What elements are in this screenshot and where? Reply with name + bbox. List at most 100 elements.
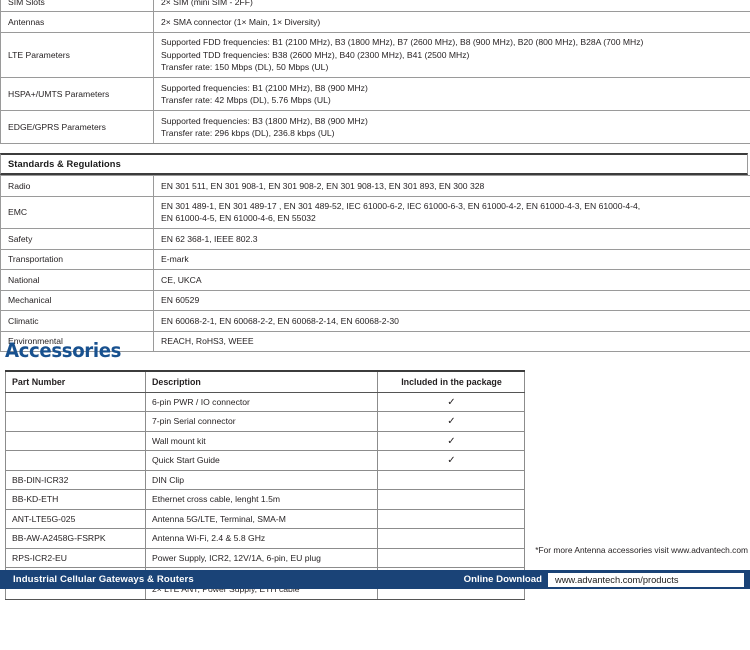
cell-included: ✓ bbox=[377, 391, 525, 413]
spec-value: 2× SIM (mini SIM - 2FF) bbox=[153, 0, 750, 13]
cell-part-number: ANT-LTE5G-025 bbox=[5, 508, 146, 530]
spec-value: E-mark bbox=[153, 248, 750, 271]
table-row: Antennas 2× SMA connector (1× Main, 1× D… bbox=[0, 11, 750, 33]
table-row: BB-AW-A2458G-FSRPK Antenna Wi-Fi, 2.4 & … bbox=[5, 528, 525, 549]
spec-value-line: Supported TDD frequencies: B38 (2600 MHz… bbox=[161, 49, 470, 60]
cell-description: Wall mount kit bbox=[145, 430, 378, 452]
cell-description: DIN Clip bbox=[145, 469, 378, 491]
cell-description-line: 7-pin Serial connector bbox=[152, 416, 236, 427]
accessories-footnote: *For more Antenna accessories visit www.… bbox=[535, 545, 748, 555]
spec-key: HSPA+/UMTS Parameters bbox=[0, 77, 154, 112]
spec-key: EDGE/GPRS Parameters bbox=[0, 110, 154, 145]
cell-part-number: RPS-ICR2-EU bbox=[5, 547, 146, 568]
accessories-table: Part Number Description Included in the … bbox=[5, 369, 525, 600]
page-title-accessories: Accessories bbox=[5, 339, 122, 362]
specifications-table-wrapper: SIM Slots 2× SIM (mini SIM - 2FF) Antenn… bbox=[0, 0, 750, 353]
spec-value-line: REACH, RoHS3, WEEE bbox=[161, 336, 254, 347]
table-row: Climatic EN 60068-2-1, EN 60068-2-2, EN … bbox=[0, 310, 750, 332]
table-row: SIM Slots 2× SIM (mini SIM - 2FF) bbox=[0, 0, 750, 13]
cell-part-number: BB-KD-ETH bbox=[5, 489, 146, 510]
table-row: Mechanical EN 60529 bbox=[0, 289, 750, 312]
cell-part-number bbox=[5, 450, 146, 471]
cell-included: ✓ bbox=[377, 450, 525, 471]
spec-value-line: Transfer rate: 42 Mbps (DL), 5.76 Mbps (… bbox=[161, 95, 331, 106]
spec-key: Environmental bbox=[0, 330, 154, 353]
specifications-table: SIM Slots 2× SIM (mini SIM - 2FF) Antenn… bbox=[0, 0, 750, 145]
table-row: EMC EN 301 489-1, EN 301 489-17 , EN 301… bbox=[0, 195, 750, 230]
spec-key: SIM Slots bbox=[0, 0, 154, 13]
spec-value-line: EN 301 511, EN 301 908-1, EN 301 908-2, … bbox=[161, 180, 485, 191]
check-icon: ✓ bbox=[447, 396, 456, 408]
spec-value-line: EN 60529 bbox=[161, 295, 200, 306]
accessories-table-wrapper: Part Number Description Included in the … bbox=[5, 369, 525, 600]
table-row: Transportation E-mark bbox=[0, 248, 750, 271]
table-separator-gap bbox=[0, 144, 750, 153]
cell-description-line: Antenna 5G/LTE, Terminal, SMA-M bbox=[152, 513, 286, 524]
cell-part-number bbox=[5, 430, 146, 452]
cell-description: Power Supply, ICR2, 12V/1A, 6-pin, EU pl… bbox=[145, 547, 378, 568]
spec-value-line: Transfer rate: 296 kbps (DL), 236.8 kbps… bbox=[161, 128, 335, 139]
table-row: ANT-LTE5G-025 Antenna 5G/LTE, Terminal, … bbox=[5, 508, 525, 530]
spec-value-line: EN 301 489-1, EN 301 489-17 , EN 301 489… bbox=[161, 201, 641, 212]
specifications-table-body: SIM Slots 2× SIM (mini SIM - 2FF) Antenn… bbox=[0, 0, 750, 145]
accessories-table-head: Part Number Description Included in the … bbox=[5, 369, 525, 393]
cell-description: Antenna Wi-Fi, 2.4 & 5.8 GHz bbox=[145, 528, 378, 549]
footer-bar: Industrial Cellular Gateways & Routers O… bbox=[0, 570, 750, 589]
cell-description: 6-pin PWR / IO connector bbox=[145, 391, 378, 413]
table-header-row: Part Number Description Included in the … bbox=[5, 369, 525, 393]
cell-description-line: Antenna Wi-Fi, 2.4 & 5.8 GHz bbox=[152, 533, 266, 544]
spec-key: Antennas bbox=[0, 11, 154, 33]
spec-key: Climatic bbox=[0, 310, 154, 332]
table-row: 7-pin Serial connector ✓ bbox=[5, 411, 525, 432]
cell-included bbox=[377, 508, 525, 530]
table-row: National CE, UKCA bbox=[0, 269, 750, 291]
column-header-included: Included in the package bbox=[377, 369, 525, 393]
footer-url[interactable]: www.advantech.com/products bbox=[548, 572, 744, 587]
spec-value-line: CE, UKCA bbox=[161, 274, 202, 285]
spec-key: Safety bbox=[0, 228, 154, 250]
cell-included: ✓ bbox=[377, 430, 525, 452]
cell-part-number: BB-DIN-ICR32 bbox=[5, 469, 146, 491]
spec-value: EN 301 511, EN 301 908-1, EN 301 908-2, … bbox=[153, 175, 750, 197]
table-row: Quick Start Guide ✓ bbox=[5, 450, 525, 471]
column-header-description: Description bbox=[145, 369, 378, 393]
table-row: BB-DIN-ICR32 DIN Clip bbox=[5, 469, 525, 491]
spec-value-line: EN 62 368-1, IEEE 802.3 bbox=[161, 233, 258, 244]
check-icon: ✓ bbox=[447, 435, 456, 447]
accessories-table-body: 6-pin PWR / IO connector ✓ 7-pin Serial … bbox=[5, 391, 525, 600]
cell-included bbox=[377, 547, 525, 568]
table-row: LTE Parameters Supported FDD frequencies… bbox=[0, 31, 750, 79]
cell-description: Antenna 5G/LTE, Terminal, SMA-M bbox=[145, 508, 378, 530]
footer-download-label: Online Download bbox=[463, 574, 542, 585]
standards-table-body: Radio EN 301 511, EN 301 908-1, EN 301 9… bbox=[0, 175, 750, 353]
cell-included bbox=[377, 528, 525, 549]
table-row: HSPA+/UMTS Parameters Supported frequenc… bbox=[0, 77, 750, 112]
table-row: RPS-ICR2-EU Power Supply, ICR2, 12V/1A, … bbox=[5, 547, 525, 568]
spec-value-line: Supported frequencies: B3 (1800 MHz), B8… bbox=[161, 115, 368, 126]
spec-value: EN 60529 bbox=[153, 289, 750, 312]
spec-value-line: E-mark bbox=[161, 254, 189, 265]
spec-value-line: Supported FDD frequencies: B1 (2100 MHz)… bbox=[161, 37, 644, 48]
cell-description-line: 2× LTE ANT, Power Supply, ETH cable bbox=[152, 584, 300, 595]
cell-included bbox=[377, 469, 525, 491]
cell-description-line: Quick Start Guide bbox=[152, 455, 220, 466]
cell-description-line: Ethernet cross cable, lenght 1.5m bbox=[152, 494, 281, 505]
cell-description: 7-pin Serial connector bbox=[145, 411, 378, 432]
cell-description-line: Power Supply, ICR2, 12V/1A, 6-pin, EU pl… bbox=[152, 552, 321, 563]
footer-category-label: Industrial Cellular Gateways & Routers bbox=[13, 574, 194, 585]
spec-value: CE, UKCA bbox=[153, 269, 750, 291]
spec-value: EN 301 489-1, EN 301 489-17 , EN 301 489… bbox=[153, 195, 750, 230]
spec-value: Supported FDD frequencies: B1 (2100 MHz)… bbox=[153, 31, 750, 79]
column-header-part-number: Part Number bbox=[5, 369, 146, 393]
spec-key: LTE Parameters bbox=[0, 31, 154, 79]
spec-value-line: EN 61000-4-5, EN 61000-4-6, EN 55032 bbox=[161, 213, 316, 224]
spec-value: EN 62 368-1, IEEE 802.3 bbox=[153, 228, 750, 250]
table-row: EDGE/GPRS Parameters Supported frequenci… bbox=[0, 110, 750, 145]
spec-value-line: 2× SMA connector (1× Main, 1× Diversity) bbox=[161, 16, 321, 27]
check-icon: ✓ bbox=[447, 455, 456, 467]
spec-key: Transportation bbox=[0, 248, 154, 271]
cell-part-number bbox=[5, 411, 146, 432]
spec-value: 2× SMA connector (1× Main, 1× Diversity) bbox=[153, 11, 750, 33]
spec-value: Supported frequencies: B3 (1800 MHz), B8… bbox=[153, 110, 750, 145]
